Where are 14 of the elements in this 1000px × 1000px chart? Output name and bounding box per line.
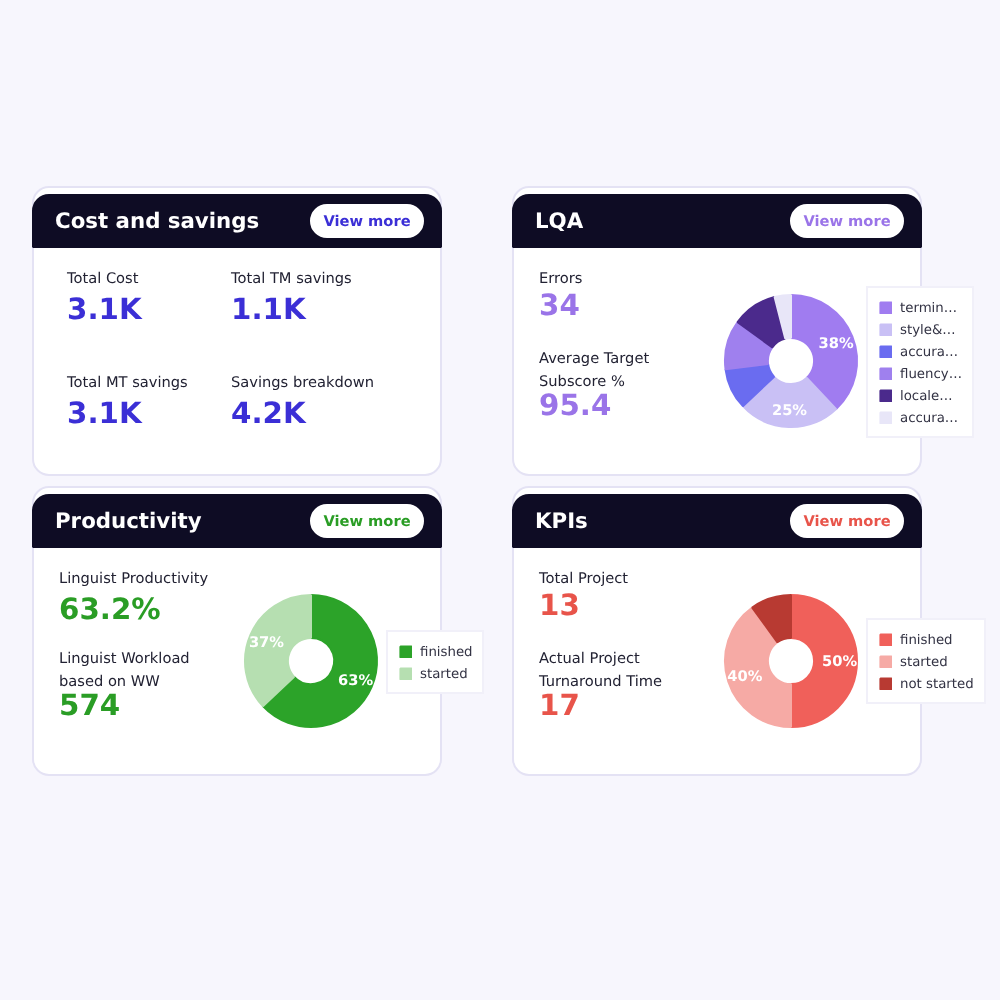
text: 574: [59, 689, 121, 723]
chart-title: LQA: [535, 208, 585, 234]
text: 17: [539, 689, 580, 723]
text: 63.2%: [59, 593, 162, 627]
text: 1.1K: [231, 293, 307, 327]
text: 3.1K: [67, 397, 143, 431]
text: Cost and savings: [55, 208, 260, 234]
chart-title: Productivity: [55, 508, 202, 534]
text: 3.1K: [67, 293, 143, 327]
text: 95.4: [539, 389, 612, 423]
text: 34: [539, 289, 580, 323]
text: 4.2K: [231, 397, 307, 431]
text: 13: [539, 589, 580, 623]
chart-title: KPIs: [535, 508, 588, 534]
